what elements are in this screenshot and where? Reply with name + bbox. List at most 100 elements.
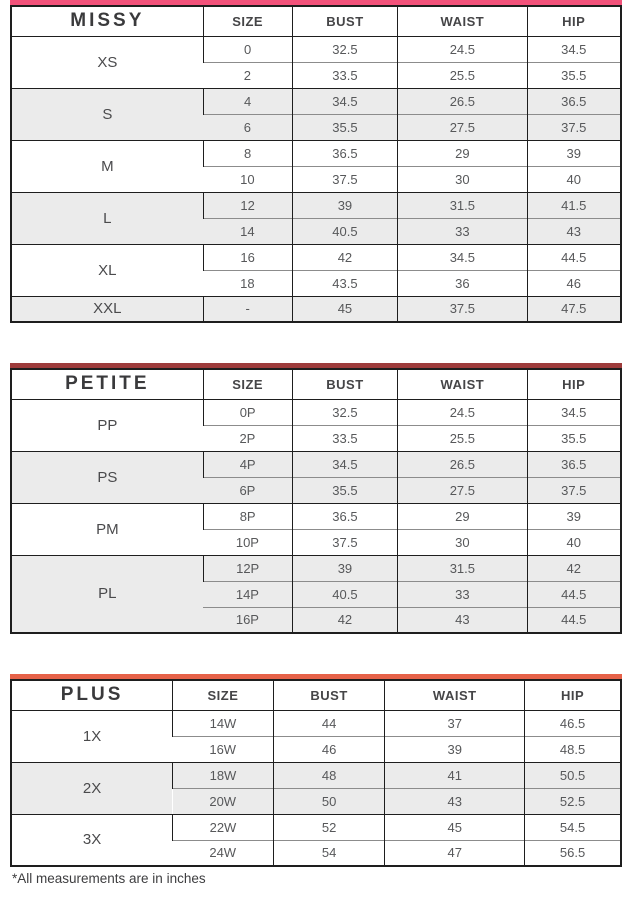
measurement-value: 48 [272, 761, 385, 788]
measurement-value: 36 [397, 269, 528, 296]
table-row: XXL -45 37.5 47.5 [11, 295, 621, 322]
measurement-value: 26.5 [397, 450, 528, 477]
measurement-value: 46.5 [524, 709, 621, 736]
measurement-value: 45 [291, 295, 398, 322]
size-group-label: XXL [11, 295, 204, 322]
measurement-value: 6P [203, 476, 293, 503]
measurement-value: 26.5 [397, 87, 528, 114]
column-header: BUST [272, 680, 385, 711]
measurement-value: 40 [526, 165, 621, 192]
measurement-value: 35.5 [291, 113, 398, 140]
measurement-value: 41.5 [526, 191, 621, 218]
measurement-value: 46 [272, 735, 385, 762]
measurement-value: 47.5 [526, 295, 621, 322]
measurement-value: 29 [397, 502, 528, 529]
size-group-label: S [11, 87, 204, 140]
size-group-label: M [11, 139, 204, 192]
table-row: L 12 39 31.5 41.5 [11, 191, 621, 244]
measurement-value: 34.5 [526, 398, 621, 425]
table-row: PP 0P 32.5 24.5 34.5 [11, 398, 621, 451]
table-row: M 8 36.5 29 39 [11, 139, 621, 192]
measurement-value: 47 [384, 839, 525, 866]
table-row: 10 37.5 30 40 [11, 165, 621, 192]
measurement-value: 54.5 [524, 813, 621, 840]
measurement-value: 0 [202, 35, 293, 62]
measurement-value: 43 [384, 787, 525, 814]
measurement-value: 4P [202, 450, 293, 477]
measurement-value: 37.5 [291, 528, 398, 555]
measurement-value: 10 [203, 165, 293, 192]
measurement-value: 34.5 [397, 243, 528, 270]
measurement-value: 45 [384, 813, 525, 840]
measurement-value: 35.5 [526, 424, 621, 451]
size-group-label: L [11, 191, 204, 244]
measurement-table: PLUS SIZE BUST WAIST HIP 1X 14W 44 37 46.5 16W 46 39… [10, 679, 622, 867]
measurement-value: 2 [203, 61, 293, 88]
measurement-value: 37.5 [397, 295, 528, 322]
measurement-value: 37.5 [526, 113, 621, 140]
measurement-value: 48.5 [524, 735, 621, 762]
size-group-label: 1X [11, 709, 173, 762]
table-row: 2 33.5 25.5 35.5 [11, 61, 621, 88]
measurement-value: 30 [397, 528, 528, 555]
measurement-value: 33 [397, 580, 528, 607]
measurement-value: 50 [272, 787, 385, 814]
table-row: 20W 50 43 52.5 [11, 787, 621, 814]
measurement-value: 31.5 [397, 191, 528, 218]
measurement-value: 44 [272, 709, 385, 736]
header-row: PETITE SIZE BUST WAIST HIP [11, 369, 621, 400]
measurement-value: 50.5 [524, 761, 621, 788]
column-header: SIZE [172, 680, 274, 711]
measurement-value: 27.5 [397, 113, 528, 140]
measurement-value: 16 [202, 243, 293, 270]
measurement-value: 40.5 [291, 580, 398, 607]
table-row: 2X 18W 48 41 50.5 [11, 761, 621, 814]
size-table-petite: PETITE SIZE BUST WAIST HIP PP 0P 32.5 24.5 34.5 2P… [10, 363, 622, 634]
measurement-value: 32.5 [291, 35, 398, 62]
table-row: 1X 14W 44 37 46.5 [11, 709, 621, 762]
size-group-label: 2X [11, 761, 173, 814]
table-row: 2P 33.5 25.5 35.5 [11, 424, 621, 451]
measurement-value: 56.5 [524, 839, 621, 866]
size-group-label: PS [11, 450, 204, 503]
table-row: 6P 35.5 27.5 37.5 [11, 476, 621, 503]
measurement-value: 16W [172, 735, 274, 762]
table-row: PS 4P 34.5 26.5 36.5 [11, 450, 621, 503]
measurement-value: - [202, 295, 293, 322]
table-row: S 4 34.5 26.5 36.5 [11, 87, 621, 140]
table-title: PLUS [11, 680, 173, 711]
measurement-value: 37.5 [291, 165, 398, 192]
table-row: XS 0 32.5 24.5 34.5 [11, 35, 621, 88]
measurement-value: 42 [291, 243, 398, 270]
measurement-value: 42 [526, 554, 621, 581]
measurement-value: 43 [397, 606, 528, 633]
column-header: HIP [526, 369, 621, 400]
measurement-value: 39 [526, 502, 621, 529]
column-header: BUST [291, 369, 398, 400]
measurement-value: 40.5 [291, 217, 398, 244]
table-row: 6 35.5 27.5 37.5 [11, 113, 621, 140]
measurement-value: 32.5 [291, 398, 398, 425]
measurement-value: 39 [526, 139, 621, 166]
measurement-value: 36.5 [291, 502, 398, 529]
column-header: WAIST [397, 6, 528, 37]
measurement-value: 52.5 [524, 787, 621, 814]
size-group-label: XS [11, 35, 204, 88]
table-row: PM 8P 36.5 29 39 [11, 502, 621, 555]
table-title: MISSY [11, 6, 204, 37]
tables-region: MISSY SIZE BUST WAIST HIP XS 0 32.5 24.5 34.5 2 33.… [10, 0, 622, 867]
column-header: BUST [291, 6, 398, 37]
column-header: HIP [526, 6, 621, 37]
measurement-value: 27.5 [397, 476, 528, 503]
measurement-value: 6 [203, 113, 293, 140]
measurement-value: 40 [526, 528, 621, 555]
column-header: SIZE [202, 6, 293, 37]
size-group-label: PP [11, 398, 204, 451]
column-header: WAIST [397, 369, 528, 400]
measurement-value: 46 [526, 269, 621, 296]
table-row: 3X 22W 52 45 54.5 [11, 813, 621, 866]
accent-bar [10, 0, 622, 5]
accent-bar [10, 674, 622, 679]
size-table-plus: PLUS SIZE BUST WAIST HIP 1X 14W 44 37 46.5 16W 46 39… [10, 674, 622, 867]
measurement-value: 37 [384, 709, 525, 736]
